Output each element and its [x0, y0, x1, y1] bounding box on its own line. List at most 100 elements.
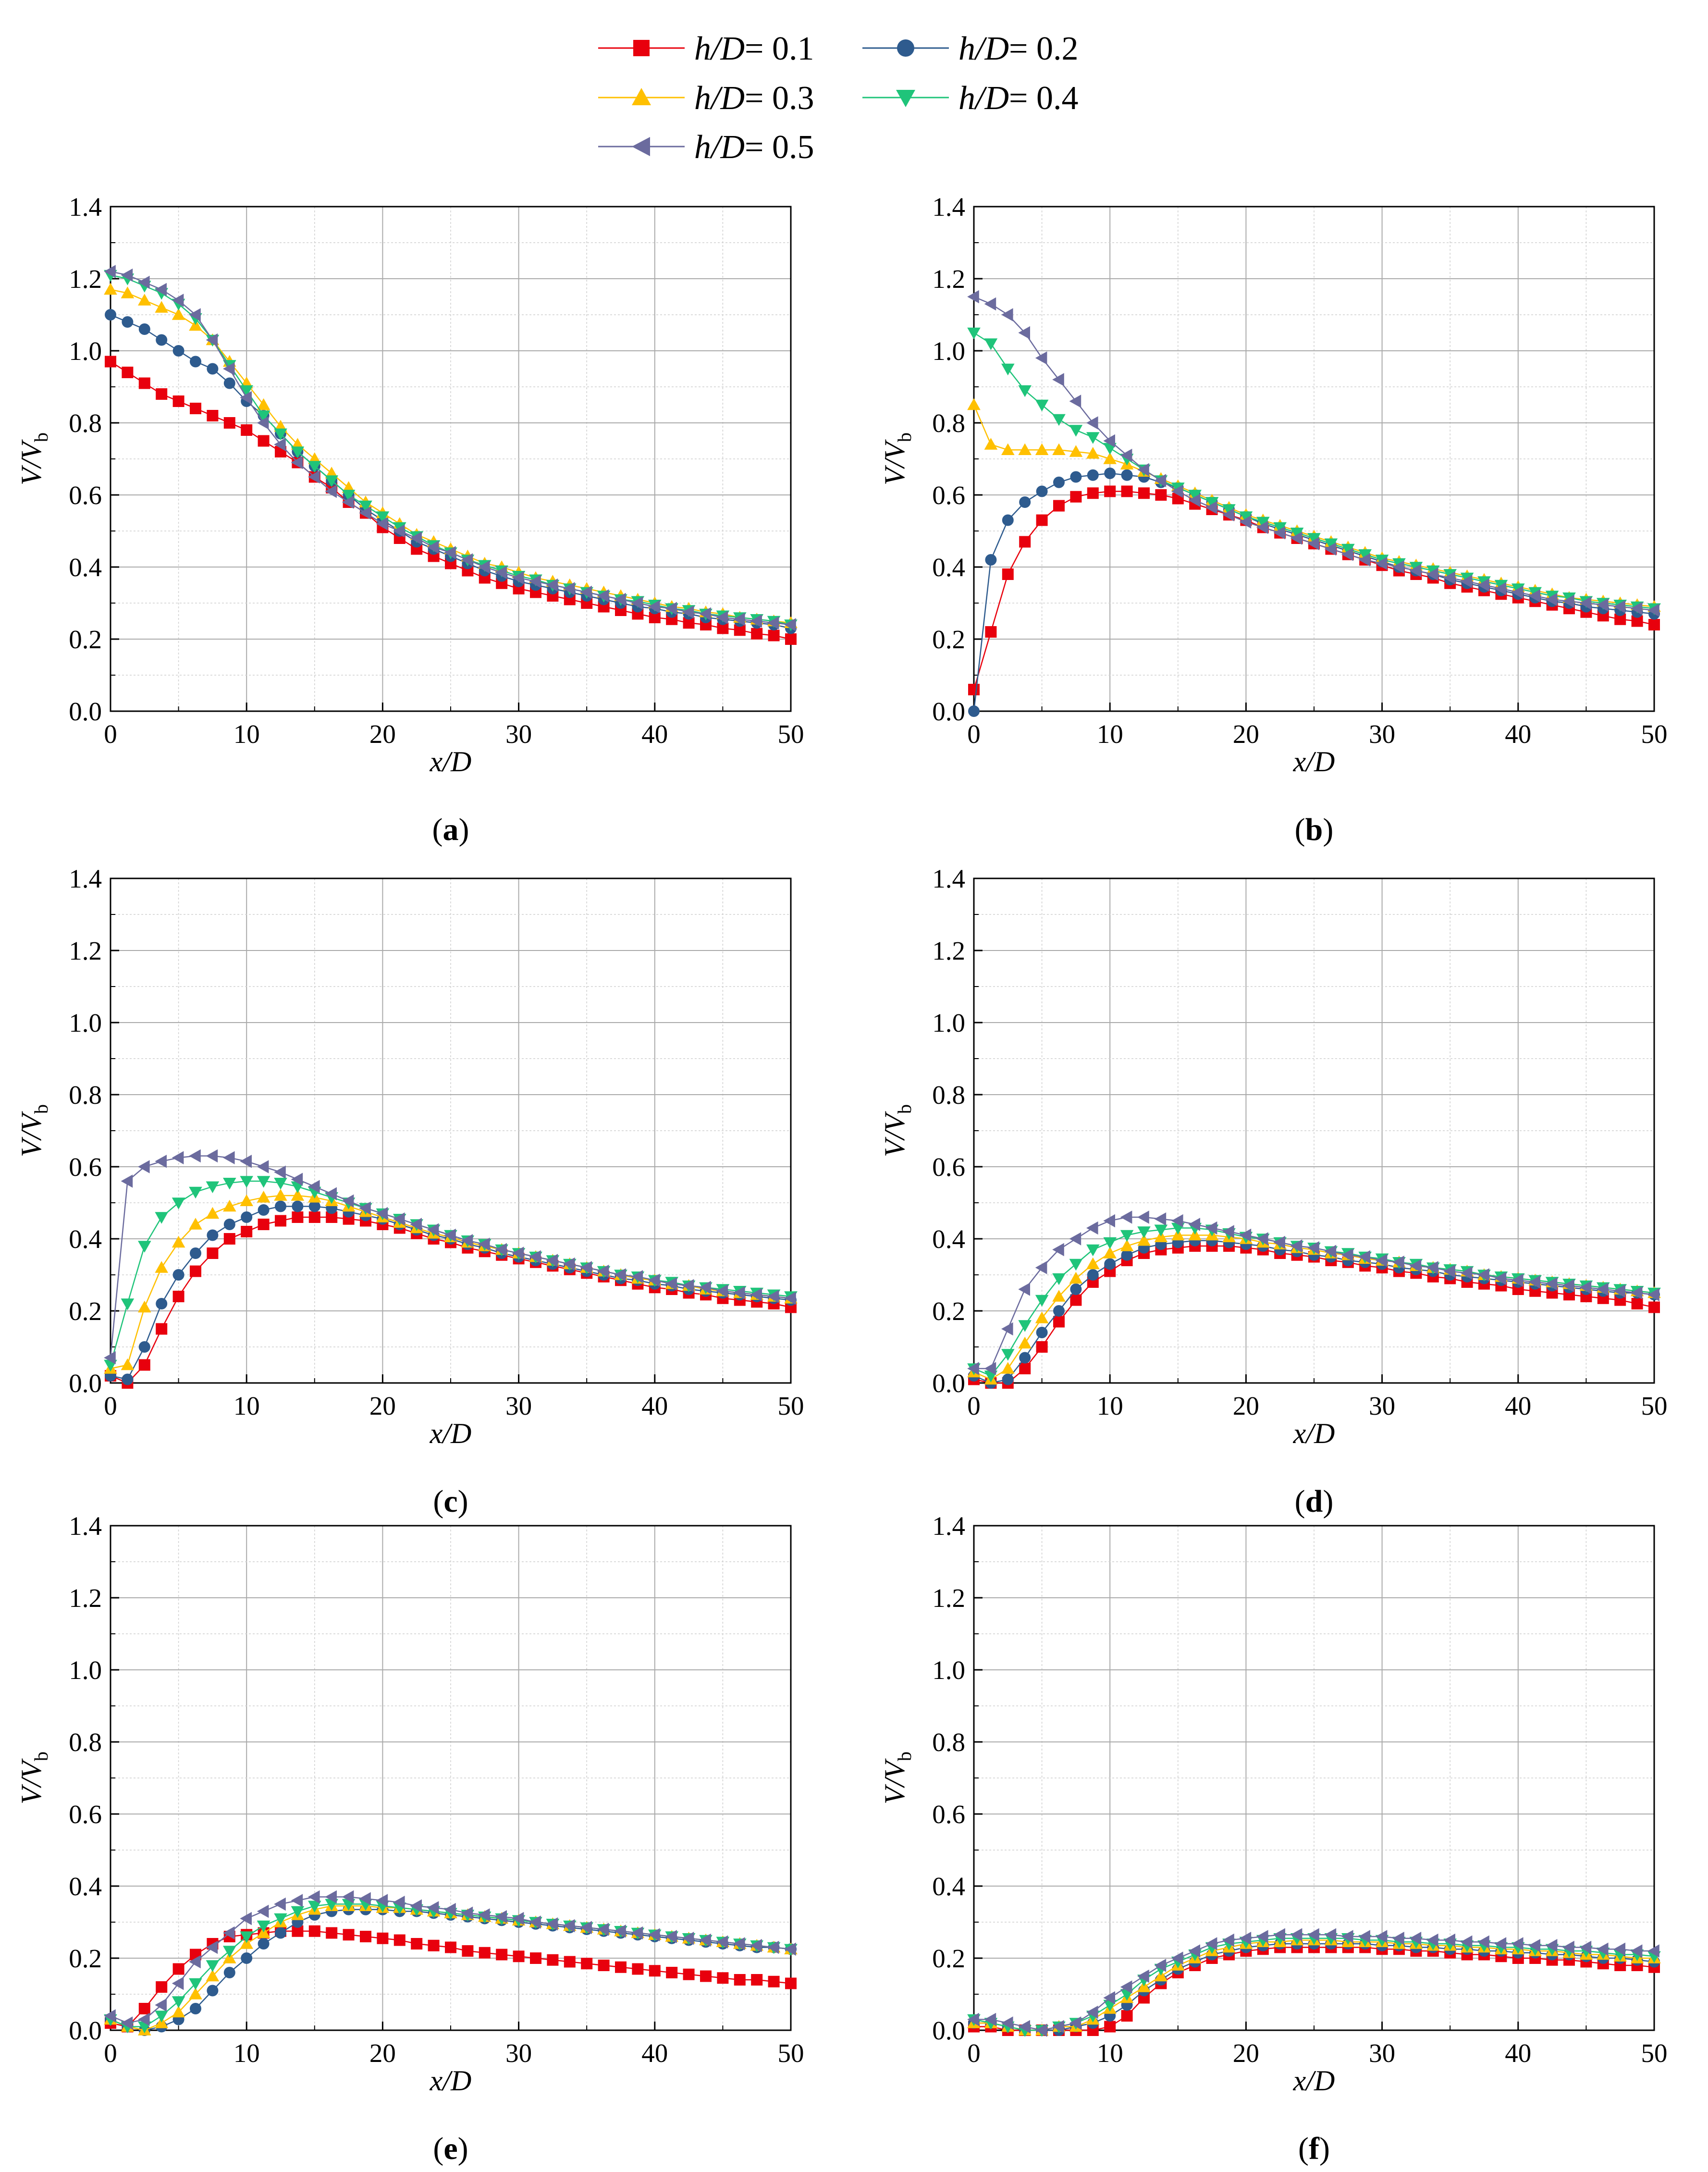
- data-point: [240, 1931, 253, 1943]
- data-point: [1545, 592, 1558, 606]
- x-tick-label: 40: [641, 1391, 668, 1420]
- data-point: [1104, 485, 1116, 497]
- data-point: [121, 1174, 133, 1188]
- data-point: [1528, 1938, 1540, 1952]
- data-point: [1035, 1295, 1049, 1307]
- data-point: [716, 1284, 728, 1298]
- data-point: [258, 1204, 270, 1216]
- data-point: [1070, 1294, 1082, 1306]
- data-point: [632, 1963, 644, 1975]
- data-point: [1036, 1341, 1048, 1353]
- data-point: [121, 1358, 135, 1370]
- data-point: [325, 475, 338, 487]
- data-point: [1290, 531, 1303, 545]
- data-point: [734, 1974, 746, 1986]
- data-point: [1069, 1259, 1083, 1271]
- data-point: [461, 1906, 473, 1920]
- data-point: [648, 1928, 660, 1942]
- svg-text:h/D= 0.5: h/D= 0.5: [694, 129, 814, 166]
- y-tick-label: 1.2: [69, 264, 102, 294]
- data-point: [376, 511, 390, 523]
- x-tick-label: 40: [1505, 719, 1531, 749]
- data-point: [292, 1211, 304, 1223]
- data-point: [1222, 504, 1236, 516]
- x-axis-label: x/D: [1293, 1418, 1335, 1449]
- legend-eq: = 0.2: [1009, 30, 1078, 67]
- data-point: [547, 1954, 559, 1966]
- data-point: [495, 1243, 507, 1257]
- data-point: [138, 275, 150, 289]
- data-point: [1290, 527, 1304, 540]
- data-point: [1613, 1284, 1625, 1298]
- series-5: [104, 265, 796, 631]
- data-point: [581, 1958, 593, 1970]
- data-point: [291, 1906, 305, 1918]
- data-point: [240, 1194, 253, 1207]
- data-point: [1443, 571, 1455, 585]
- data-point: [1086, 446, 1100, 459]
- data-point: [478, 1908, 490, 1922]
- data-point: [172, 2005, 185, 2018]
- y-tick-label: 0.0: [932, 1369, 965, 1398]
- y-axis-label-sub: b: [30, 1752, 52, 1761]
- data-point: [325, 484, 337, 498]
- data-point: [750, 614, 762, 628]
- data-point: [104, 1351, 116, 1365]
- series-5: [104, 1890, 796, 2030]
- x-axis-label: x/D: [1293, 2065, 1335, 2097]
- data-point: [529, 575, 541, 588]
- y-tick-label: 1.2: [69, 1583, 102, 1613]
- y-tick-label: 0.0: [69, 697, 102, 726]
- data-point: [597, 589, 609, 603]
- data-point: [1443, 1933, 1455, 1947]
- data-point: [1426, 1261, 1438, 1274]
- data-point: [968, 684, 980, 695]
- data-point: [1341, 1930, 1353, 1943]
- data-point: [1205, 501, 1217, 515]
- data-point: [1019, 1352, 1031, 1364]
- legend: h/D= 0.1 h/D= 0.2 h/D= 0.3 h/D= 0.4 h/D=…: [598, 30, 1078, 166]
- data-point: [512, 1246, 524, 1260]
- data-point: [172, 1963, 184, 1975]
- data-point: [274, 1177, 287, 1190]
- data-point: [342, 490, 356, 502]
- legend-item-3: h/D= 0.4: [862, 80, 1078, 117]
- data-point: [155, 301, 168, 313]
- data-point: [513, 1950, 525, 1962]
- data-point: [1070, 491, 1082, 503]
- data-point: [190, 1247, 201, 1259]
- y-tick-label: 1.2: [932, 264, 965, 294]
- data-point: [1647, 604, 1659, 617]
- panel-a: 0 10 20 30 40 50 0.0 0.2 0.4 0.6 0.8 1.0 1.2 1.4 x/D V/…: [15, 192, 804, 847]
- data-point: [241, 424, 253, 436]
- data-point: [342, 1890, 354, 1904]
- data-point: [496, 1949, 508, 1961]
- data-point: [308, 461, 321, 473]
- data-point: [1358, 1930, 1370, 1943]
- data-point: [1222, 508, 1234, 522]
- data-point: [1341, 543, 1355, 556]
- data-point: [325, 1187, 337, 1201]
- y-tick-label: 0.6: [69, 1800, 102, 1829]
- data-point: [1579, 596, 1592, 610]
- data-point: [733, 612, 745, 626]
- data-point: [530, 1952, 541, 1964]
- axes: 0 10 20 30 40 50 0.0 0.2 0.4 0.6 0.8 1.0 1.2 1.4: [932, 192, 1667, 749]
- y-tick-label: 1.2: [69, 936, 102, 965]
- data-point: [1273, 1235, 1285, 1249]
- data-point: [1256, 517, 1270, 529]
- data-point: [512, 1912, 524, 1925]
- data-point: [1104, 468, 1116, 479]
- data-point: [461, 553, 473, 567]
- data-point: [1171, 484, 1183, 498]
- axes: 0 10 20 30 40 50 0.0 0.2 0.4 0.6 0.8 1.0 1.2 1.4: [69, 864, 804, 1420]
- data-point: [1053, 1316, 1065, 1328]
- data-point: [1307, 1241, 1319, 1255]
- panel-caption: (a): [432, 812, 469, 847]
- data-point: [462, 1945, 474, 1957]
- data-point: [767, 1290, 779, 1303]
- data-point: [427, 1901, 439, 1914]
- data-point: [1648, 1301, 1660, 1313]
- data-point: [156, 334, 168, 346]
- series-5: [967, 1928, 1659, 2037]
